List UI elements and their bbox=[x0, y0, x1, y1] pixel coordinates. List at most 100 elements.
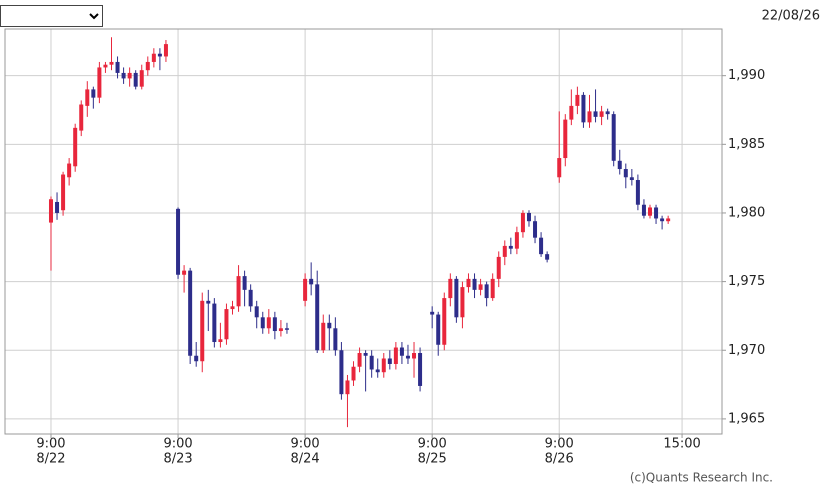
candle-body bbox=[266, 317, 271, 329]
candle-body bbox=[520, 212, 525, 233]
candle-body bbox=[188, 270, 193, 356]
candle-body bbox=[133, 72, 138, 87]
candle-body bbox=[176, 208, 181, 275]
candle-body bbox=[163, 44, 168, 57]
y-tick-label: 1,980 bbox=[728, 205, 765, 220]
candle-body bbox=[91, 89, 96, 98]
candle-body bbox=[351, 366, 356, 381]
x-tick-label: 9:00 bbox=[163, 437, 192, 452]
candle-body bbox=[647, 207, 652, 216]
candle-body bbox=[182, 270, 187, 275]
x-date-label: 8/26 bbox=[545, 452, 574, 467]
candle-body bbox=[599, 111, 604, 117]
y-tick-label: 1,985 bbox=[728, 137, 765, 152]
candle-body bbox=[381, 358, 386, 373]
candle-body bbox=[242, 276, 247, 290]
candle-body bbox=[430, 311, 435, 315]
date-label: 22/08/26 bbox=[762, 9, 820, 24]
candle-body bbox=[611, 114, 616, 161]
candle-body bbox=[635, 180, 640, 205]
candle-body bbox=[448, 278, 453, 299]
x-tick-label: 9:00 bbox=[418, 437, 447, 452]
candle-body bbox=[67, 163, 72, 178]
x-date-label: 8/24 bbox=[291, 452, 320, 467]
x-date-label: 8/22 bbox=[36, 452, 65, 467]
candle-body bbox=[399, 347, 404, 356]
candle-body bbox=[605, 111, 610, 115]
candle-body bbox=[557, 158, 562, 178]
candle-body bbox=[260, 317, 265, 329]
candle-body bbox=[48, 199, 53, 223]
candle-body bbox=[230, 306, 235, 310]
candle-body bbox=[278, 328, 283, 332]
y-tick-label: 1,965 bbox=[728, 411, 765, 426]
candle-body bbox=[454, 278, 459, 318]
candle-body bbox=[654, 207, 659, 219]
candle-body bbox=[224, 309, 229, 340]
candle-body bbox=[369, 355, 374, 370]
candle-body bbox=[581, 94, 586, 123]
candle-body bbox=[151, 53, 156, 62]
y-tick-label: 1,970 bbox=[728, 343, 765, 358]
candle-body bbox=[321, 322, 326, 351]
candle-body bbox=[393, 347, 398, 364]
candle-body bbox=[206, 300, 211, 304]
candle-body bbox=[79, 104, 84, 131]
candle-body bbox=[315, 284, 320, 351]
candle-body bbox=[333, 328, 338, 351]
candle-body bbox=[508, 245, 513, 249]
candle-body bbox=[212, 303, 217, 343]
candle-body bbox=[666, 218, 671, 222]
candle-body bbox=[218, 339, 223, 343]
x-tick-label: 15:00 bbox=[663, 437, 700, 452]
candle-body bbox=[387, 358, 392, 364]
candle-body bbox=[436, 314, 441, 345]
candle-body bbox=[145, 61, 150, 71]
candle-body bbox=[545, 254, 550, 260]
candle-body bbox=[357, 353, 362, 367]
candle-body bbox=[73, 127, 78, 167]
candle-body bbox=[617, 160, 622, 170]
candle-body bbox=[103, 64, 108, 68]
candle-body bbox=[284, 328, 289, 330]
x-date-label: 8/23 bbox=[163, 452, 192, 467]
candle-body bbox=[254, 306, 259, 318]
candle-body bbox=[412, 353, 417, 359]
plot-frame bbox=[4, 28, 723, 435]
candle-body bbox=[61, 174, 66, 211]
candle-body bbox=[623, 169, 628, 178]
candle-body bbox=[526, 212, 531, 222]
candle-body bbox=[587, 111, 592, 123]
candle-body bbox=[502, 245, 507, 257]
candle-body bbox=[563, 119, 568, 159]
candle-body bbox=[248, 289, 253, 307]
candle-body bbox=[109, 61, 114, 65]
candle-body bbox=[236, 276, 241, 307]
candle-body bbox=[115, 61, 120, 73]
candle-body bbox=[55, 201, 60, 213]
candle-body bbox=[466, 278, 471, 288]
candle-body bbox=[309, 278, 314, 285]
candle-body bbox=[442, 298, 447, 345]
candle-body bbox=[272, 317, 277, 332]
candle-body bbox=[593, 111, 598, 117]
candle-body bbox=[539, 237, 544, 255]
candle-body bbox=[157, 53, 162, 57]
candle-body bbox=[405, 355, 410, 359]
candle-body bbox=[514, 232, 519, 249]
candle-body bbox=[460, 287, 465, 318]
candle-body bbox=[490, 278, 495, 299]
candle-body bbox=[569, 105, 574, 120]
x-tick-label: 9:00 bbox=[291, 437, 320, 452]
candles bbox=[48, 37, 671, 428]
candle-body bbox=[139, 70, 144, 87]
x-tick-label: 9:00 bbox=[545, 437, 574, 452]
candle-body bbox=[200, 300, 205, 362]
candle-body bbox=[121, 72, 126, 79]
candle-body bbox=[85, 89, 90, 106]
candle-body bbox=[418, 353, 423, 386]
candle-body bbox=[533, 221, 538, 238]
period-select[interactable] bbox=[0, 5, 103, 27]
candle-body bbox=[660, 218, 665, 222]
